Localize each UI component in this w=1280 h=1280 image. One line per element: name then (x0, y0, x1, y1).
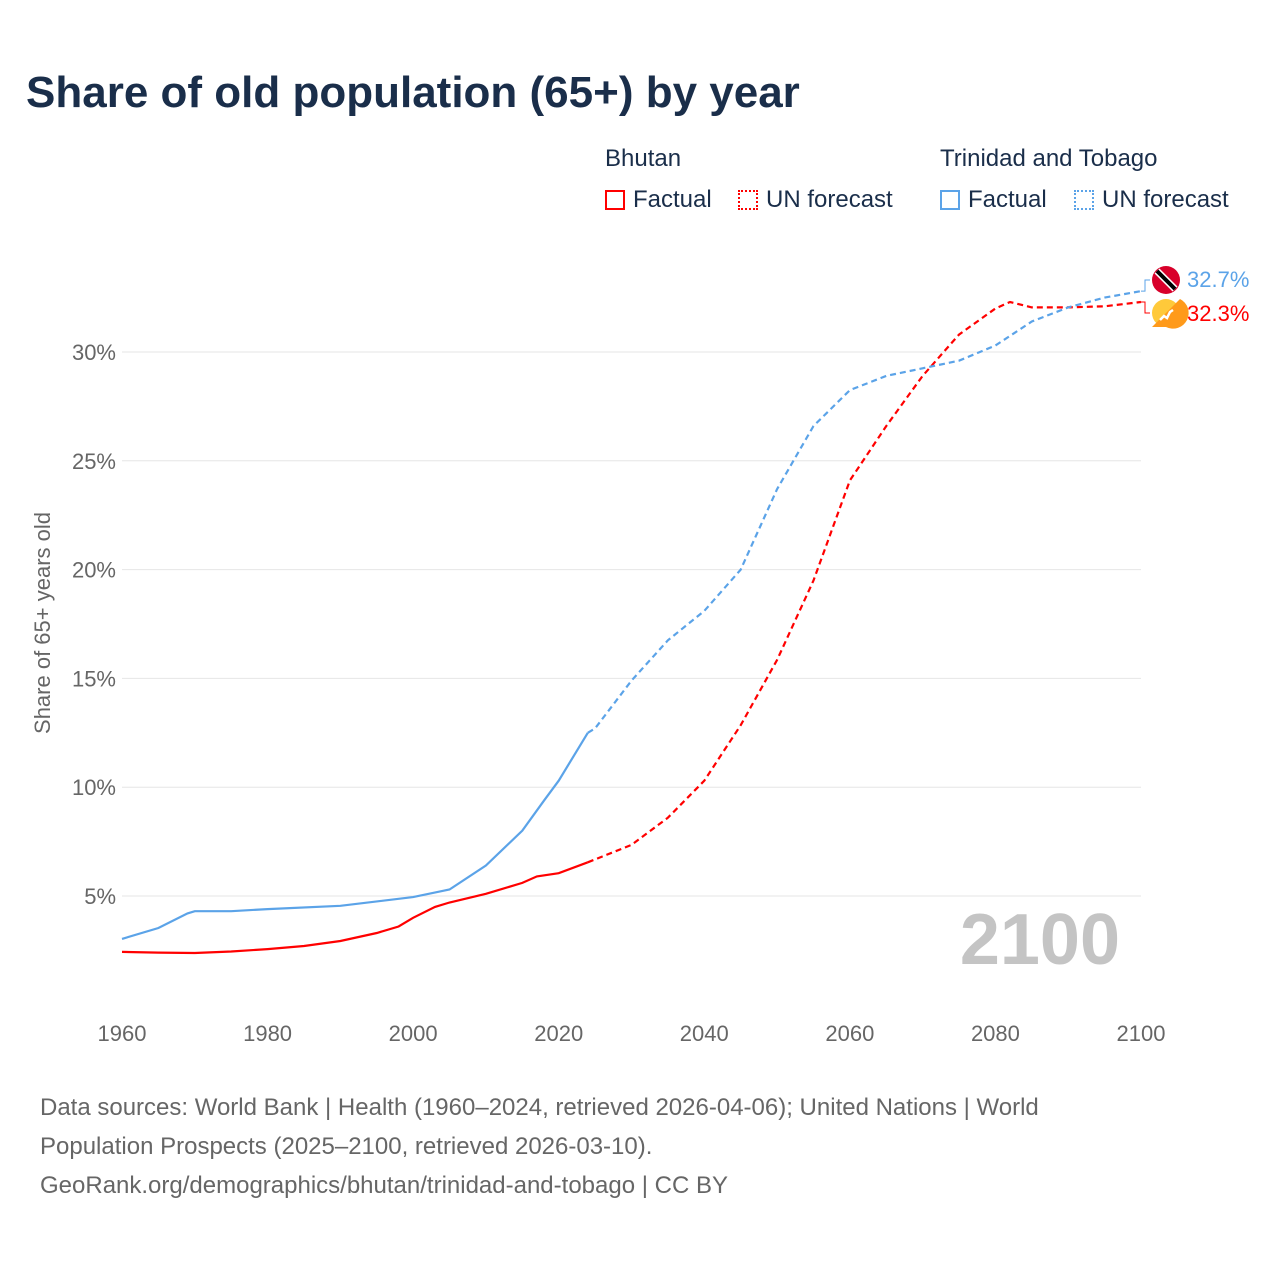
y-axis-label: Share of 65+ years old (30, 512, 55, 734)
end-value-label: 32.7% (1187, 267, 1249, 292)
legend-trinidad-forecast[interactable]: UN forecast (1074, 186, 1229, 214)
legend-swatch (940, 190, 960, 210)
legend-group-bhutan: Bhutan (605, 145, 682, 172)
legend-label: UN forecast (1102, 186, 1229, 213)
y-tick-label: 5% (84, 884, 116, 909)
x-tick-label: 2060 (825, 1021, 874, 1046)
y-tick-label: 15% (72, 666, 116, 691)
end-value-label: 32.3% (1187, 301, 1249, 326)
source-note: Data sources: World Bank | Health (1960–… (40, 1088, 1240, 1205)
legend-bhutan-factual[interactable]: Factual (605, 186, 712, 214)
source-link[interactable]: GeoRank.org/demographics/bhutan/trinidad… (40, 1172, 728, 1199)
series-line-trinidad-factual (121, 732, 589, 940)
y-tick-label: 30% (72, 340, 116, 365)
legend-swatch (605, 190, 625, 210)
legend-label: Factual (633, 186, 712, 213)
series-line-trinidad-forecast (587, 290, 1142, 734)
y-tick-label: 25% (72, 449, 116, 474)
year-watermark: 2100 (960, 900, 1120, 980)
x-tick-label: 2040 (680, 1021, 729, 1046)
end-connector (1141, 279, 1150, 292)
y-tick-label: 10% (72, 775, 116, 800)
x-tick-label: 2080 (971, 1021, 1020, 1046)
legend-label: UN forecast (766, 186, 893, 213)
end-connector (1141, 301, 1150, 314)
legend-trinidad-factual[interactable]: Factual (940, 186, 1047, 214)
legend-bhutan-forecast[interactable]: UN forecast (738, 186, 893, 214)
x-tick-label: 2100 (1117, 1021, 1166, 1046)
legend-label: Factual (968, 186, 1047, 213)
x-tick-label: 2000 (389, 1021, 438, 1046)
x-tick-label: 1960 (98, 1021, 147, 1046)
source-line: Data sources: World Bank | Health (1960–… (40, 1094, 1039, 1121)
y-tick-label: 20% (72, 558, 116, 583)
flag-stripe (1155, 269, 1177, 291)
legend-group-trinidad: Trinidad and Tobago (940, 145, 1158, 172)
legend-swatch (1074, 190, 1094, 210)
source-line: Population Prospects (2025–2100, retriev… (40, 1133, 653, 1160)
x-tick-label: 2020 (534, 1021, 583, 1046)
x-tick-label: 1980 (243, 1021, 292, 1046)
series-line-bhutan-factual (121, 861, 589, 955)
flag-dragon (1159, 308, 1174, 321)
chart-title: Share of old population (65+) by year (26, 68, 800, 117)
series-line-bhutan-forecast (587, 300, 1142, 864)
legend-swatch (738, 190, 758, 210)
